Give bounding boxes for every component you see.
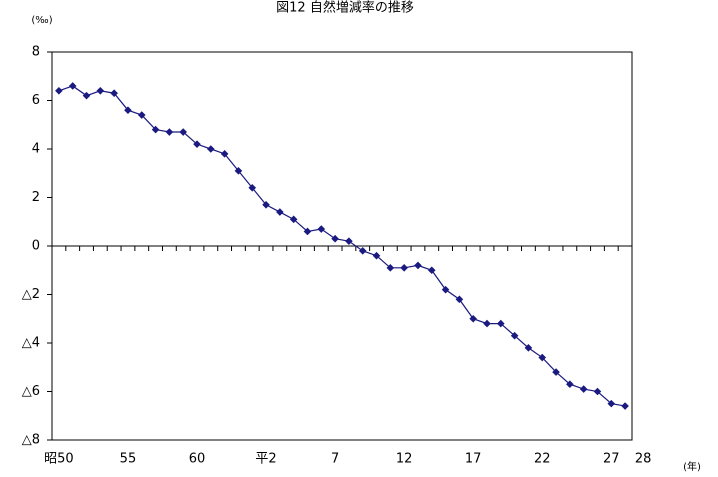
data-point xyxy=(372,251,381,260)
data-point xyxy=(538,353,547,362)
data-point xyxy=(621,402,629,410)
x-unit: (年) xyxy=(683,460,701,473)
chart-title: 図12 自然増減率の推移 xyxy=(276,0,414,16)
data-point xyxy=(248,184,257,192)
series-line xyxy=(58,85,626,407)
x-tick-label: 平2 xyxy=(255,452,276,467)
data-point xyxy=(331,234,339,243)
x-tick-label: 27 xyxy=(603,452,620,467)
y-tick-label: △6 xyxy=(22,384,40,399)
x-tick-label: 昭50 xyxy=(44,452,74,467)
data-point xyxy=(497,319,505,328)
y-tick-label: 8 xyxy=(32,45,40,60)
data-point xyxy=(455,295,464,304)
data-point xyxy=(289,215,298,224)
data-point xyxy=(427,266,436,275)
data-point xyxy=(510,331,519,340)
data-point xyxy=(317,225,326,233)
data-point xyxy=(400,264,408,272)
data-point xyxy=(207,145,215,153)
data-point xyxy=(179,128,187,136)
y-tick-label: △8 xyxy=(22,433,40,448)
x-tick-label: 17 xyxy=(465,452,482,467)
data-point xyxy=(441,285,450,294)
x-tick-label: 28 xyxy=(635,452,652,467)
data-point xyxy=(234,167,243,175)
data-point xyxy=(82,91,91,100)
data-point xyxy=(358,247,367,255)
data-point xyxy=(137,111,146,119)
y-tick-label: △2 xyxy=(22,287,40,302)
x-tick-label: 7 xyxy=(331,452,339,467)
data-point xyxy=(483,319,491,328)
data-point xyxy=(68,82,77,90)
data-point xyxy=(303,227,312,236)
y-unit: (‰) xyxy=(31,15,52,26)
data-point xyxy=(165,128,174,136)
data-point xyxy=(110,89,118,98)
data-point xyxy=(220,150,229,158)
data-point xyxy=(345,237,353,245)
data-point xyxy=(124,106,132,114)
x-tick-label: 60 xyxy=(189,452,206,467)
x-tick-label: 12 xyxy=(396,452,413,467)
data-point xyxy=(593,387,602,396)
data-point xyxy=(262,200,270,209)
y-tick-label: 4 xyxy=(32,142,40,157)
data-point xyxy=(552,368,560,376)
data-point xyxy=(276,208,284,216)
data-point xyxy=(151,125,160,134)
y-tick-label: 6 xyxy=(32,93,40,108)
data-point xyxy=(566,380,574,389)
data-point xyxy=(469,314,477,323)
data-point xyxy=(96,87,105,95)
y-tick-label: △4 xyxy=(22,336,40,351)
x-tick-label: 22 xyxy=(534,452,551,467)
y-tick-label: 0 xyxy=(32,239,40,254)
data-point xyxy=(386,264,395,272)
x-tick-label: 55 xyxy=(120,452,137,467)
data-point xyxy=(193,140,201,148)
data-point xyxy=(55,87,63,95)
data-point xyxy=(607,399,616,408)
data-point xyxy=(414,261,422,270)
data-point xyxy=(524,344,533,352)
y-tick-label: 2 xyxy=(32,190,40,205)
data-point xyxy=(579,385,588,393)
